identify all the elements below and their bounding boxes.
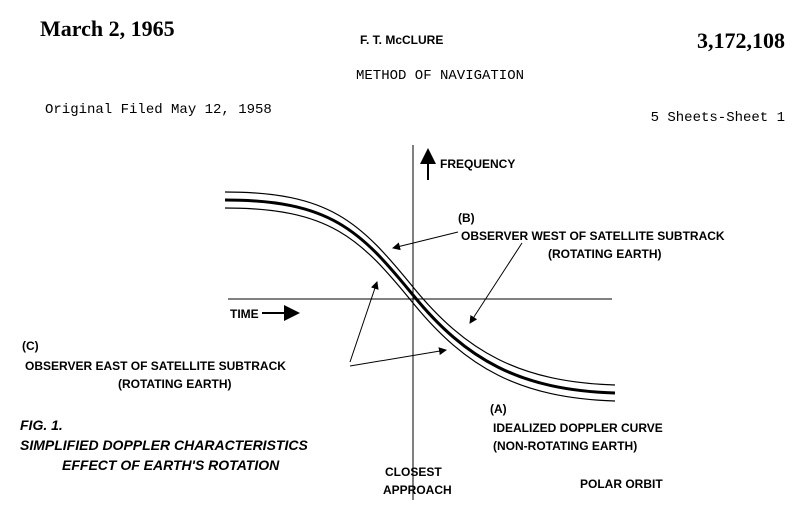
x-axis-label: TIME: [230, 307, 259, 321]
filed: Original Filed May 12, 1958: [45, 102, 272, 118]
curve-b-letter: (B): [458, 211, 475, 225]
curve-b-sub: (ROTATING EARTH): [548, 247, 662, 261]
inventor: F. T. McCLURE: [360, 33, 443, 47]
caption-line2: EFFECT OF EARTH'S ROTATION: [62, 457, 280, 473]
y-axis-label: FREQUENCY: [440, 157, 515, 171]
curve-a-label: IDEALIZED DOPPLER CURVE: [493, 421, 663, 435]
fig-number: FIG. 1.: [20, 417, 63, 433]
curve-a-sub: (NON-ROTATING EARTH): [493, 439, 637, 453]
approach-label: APPROACH: [383, 483, 452, 497]
patent-number: 3,172,108: [697, 28, 785, 53]
curve-c-letter: (C): [22, 339, 39, 353]
curve-c-label: OBSERVER EAST OF SATELLITE SUBTRACK: [25, 359, 286, 373]
orbit-label: POLAR ORBIT: [580, 477, 663, 491]
caption-line1: SIMPLIFIED DOPPLER CHARACTERISTICS: [20, 437, 308, 453]
closest-label: CLOSEST: [385, 465, 442, 479]
sheets: 5 Sheets-Sheet 1: [651, 110, 785, 126]
date: March 2, 1965: [40, 16, 175, 41]
curve-b-label: OBSERVER WEST OF SATELLITE SUBTRACK: [461, 229, 725, 243]
curve-a-letter: (A): [490, 402, 507, 416]
curve-c-sub: (ROTATING EARTH): [118, 377, 232, 391]
patent-title: METHOD OF NAVIGATION: [356, 68, 524, 84]
